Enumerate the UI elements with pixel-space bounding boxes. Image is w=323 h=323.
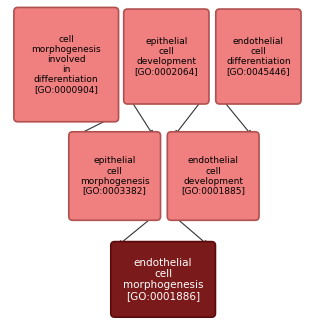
FancyBboxPatch shape bbox=[69, 132, 161, 220]
FancyBboxPatch shape bbox=[167, 132, 259, 220]
FancyBboxPatch shape bbox=[14, 7, 119, 122]
FancyBboxPatch shape bbox=[124, 9, 209, 104]
Text: cell
morphogenesis
involved
in
differentiation
[GO:0000904]: cell morphogenesis involved in different… bbox=[31, 35, 101, 94]
FancyBboxPatch shape bbox=[111, 242, 215, 317]
FancyBboxPatch shape bbox=[216, 9, 301, 104]
Text: epithelial
cell
development
[GO:0002064]: epithelial cell development [GO:0002064] bbox=[134, 37, 198, 76]
Text: endothelial
cell
development
[GO:0001885]: endothelial cell development [GO:0001885… bbox=[181, 156, 245, 196]
Text: endothelial
cell
differentiation
[GO:0045446]: endothelial cell differentiation [GO:004… bbox=[226, 37, 291, 76]
Text: epithelial
cell
morphogenesis
[GO:0003382]: epithelial cell morphogenesis [GO:000338… bbox=[80, 156, 150, 196]
Text: endothelial
cell
morphogenesis
[GO:0001886]: endothelial cell morphogenesis [GO:00018… bbox=[123, 258, 203, 301]
